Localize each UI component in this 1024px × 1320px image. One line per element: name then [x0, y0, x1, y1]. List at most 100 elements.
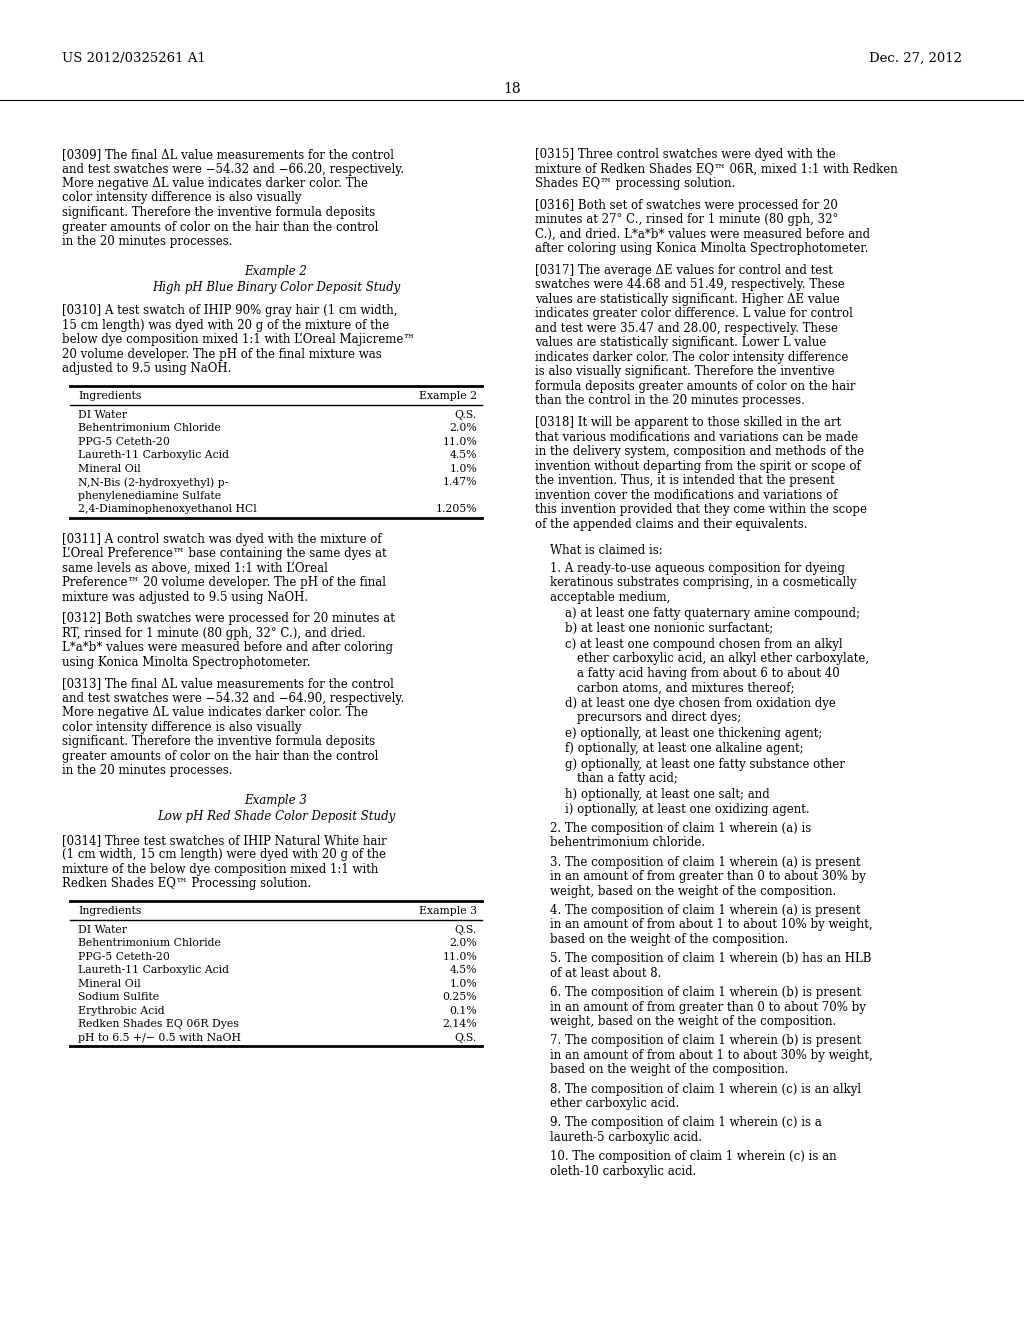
Text: PPG-5 Ceteth-20: PPG-5 Ceteth-20 — [78, 952, 170, 961]
Text: h) optionally, at least one salt; and: h) optionally, at least one salt; and — [565, 788, 770, 801]
Text: of the appended claims and their equivalents.: of the appended claims and their equival… — [535, 517, 808, 531]
Text: Q.S.: Q.S. — [455, 924, 477, 935]
Text: adjusted to 9.5 using NaOH.: adjusted to 9.5 using NaOH. — [62, 362, 231, 375]
Text: Redken Shades EQ™ Processing solution.: Redken Shades EQ™ Processing solution. — [62, 878, 311, 890]
Text: 11.0%: 11.0% — [442, 437, 477, 446]
Text: of at least about 8.: of at least about 8. — [550, 966, 662, 979]
Text: 15 cm length) was dyed with 20 g of the mixture of the: 15 cm length) was dyed with 20 g of the … — [62, 319, 389, 331]
Text: is also visually significant. Therefore the inventive: is also visually significant. Therefore … — [535, 366, 835, 379]
Text: Example 3: Example 3 — [419, 906, 477, 916]
Text: 4.5%: 4.5% — [450, 965, 477, 975]
Text: Preference™ 20 volume developer. The pH of the final: Preference™ 20 volume developer. The pH … — [62, 576, 386, 589]
Text: 3. The composition of claim 1 wherein (a) is present: 3. The composition of claim 1 wherein (a… — [550, 855, 860, 869]
Text: behentrimonium chloride.: behentrimonium chloride. — [550, 837, 706, 849]
Text: oleth-10 carboxylic acid.: oleth-10 carboxylic acid. — [550, 1164, 696, 1177]
Text: 10. The composition of claim 1 wherein (c) is an: 10. The composition of claim 1 wherein (… — [550, 1150, 837, 1163]
Text: 1.47%: 1.47% — [442, 477, 477, 487]
Text: in an amount of from greater than 0 to about 30% by: in an amount of from greater than 0 to a… — [550, 870, 866, 883]
Text: swatches were 44.68 and 51.49, respectively. These: swatches were 44.68 and 51.49, respectiv… — [535, 279, 845, 292]
Text: 1.0%: 1.0% — [450, 463, 477, 474]
Text: in an amount of from greater than 0 to about 70% by: in an amount of from greater than 0 to a… — [550, 1001, 866, 1014]
Text: precursors and direct dyes;: precursors and direct dyes; — [577, 711, 741, 725]
Text: [0313] The final ΔL value measurements for the control: [0313] The final ΔL value measurements f… — [62, 677, 394, 690]
Text: values are statistically significant. Lower L value: values are statistically significant. Lo… — [535, 337, 826, 350]
Text: 2.0%: 2.0% — [450, 424, 477, 433]
Text: Behentrimonium Chloride: Behentrimonium Chloride — [78, 939, 221, 948]
Text: [0310] A test swatch of IHIP 90% gray hair (1 cm width,: [0310] A test swatch of IHIP 90% gray ha… — [62, 305, 397, 317]
Text: 11.0%: 11.0% — [442, 952, 477, 961]
Text: DI Water: DI Water — [78, 409, 127, 420]
Text: 1.0%: 1.0% — [450, 978, 477, 989]
Text: indicates greater color difference. L value for control: indicates greater color difference. L va… — [535, 308, 853, 321]
Text: 20 volume developer. The pH of the final mixture was: 20 volume developer. The pH of the final… — [62, 347, 382, 360]
Text: g) optionally, at least one fatty substance other: g) optionally, at least one fatty substa… — [565, 758, 845, 771]
Text: in the delivery system, composition and methods of the: in the delivery system, composition and … — [535, 445, 864, 458]
Text: Redken Shades EQ 06R Dyes: Redken Shades EQ 06R Dyes — [78, 1019, 239, 1030]
Text: that various modifications and variations can be made: that various modifications and variation… — [535, 430, 858, 444]
Text: same levels as above, mixed 1:1 with L’Oreal: same levels as above, mixed 1:1 with L’O… — [62, 561, 328, 574]
Text: US 2012/0325261 A1: US 2012/0325261 A1 — [62, 51, 206, 65]
Text: than a fatty acid;: than a fatty acid; — [577, 772, 678, 785]
Text: greater amounts of color on the hair than the control: greater amounts of color on the hair tha… — [62, 750, 379, 763]
Text: ether carboxylic acid, an alkyl ether carboxylate,: ether carboxylic acid, an alkyl ether ca… — [577, 652, 869, 665]
Text: this invention provided that they come within the scope: this invention provided that they come w… — [535, 503, 867, 516]
Text: [0315] Three control swatches were dyed with the: [0315] Three control swatches were dyed … — [535, 148, 836, 161]
Text: 1. A ready-to-use aqueous composition for dyeing: 1. A ready-to-use aqueous composition fo… — [550, 561, 845, 574]
Text: N,N-Bis (2-hydroxyethyl) p-: N,N-Bis (2-hydroxyethyl) p- — [78, 477, 228, 487]
Text: based on the weight of the composition.: based on the weight of the composition. — [550, 1064, 788, 1076]
Text: Shades EQ™ processing solution.: Shades EQ™ processing solution. — [535, 177, 735, 190]
Text: d) at least one dye chosen from oxidation dye: d) at least one dye chosen from oxidatio… — [565, 697, 836, 710]
Text: ether carboxylic acid.: ether carboxylic acid. — [550, 1097, 679, 1110]
Text: Behentrimonium Chloride: Behentrimonium Chloride — [78, 424, 221, 433]
Text: More negative ΔL value indicates darker color. The: More negative ΔL value indicates darker … — [62, 177, 368, 190]
Text: 2.14%: 2.14% — [442, 1019, 477, 1030]
Text: using Konica Minolta Spectrophotometer.: using Konica Minolta Spectrophotometer. — [62, 656, 310, 669]
Text: pH to 6.5 +/− 0.5 with NaOH: pH to 6.5 +/− 0.5 with NaOH — [78, 1032, 241, 1043]
Text: [0318] It will be apparent to those skilled in the art: [0318] It will be apparent to those skil… — [535, 416, 842, 429]
Text: the invention. Thus, it is intended that the present: the invention. Thus, it is intended that… — [535, 474, 835, 487]
Text: Mineral Oil: Mineral Oil — [78, 978, 140, 989]
Text: invention cover the modifications and variations of: invention cover the modifications and va… — [535, 488, 838, 502]
Text: Low pH Red Shade Color Deposit Study: Low pH Red Shade Color Deposit Study — [157, 810, 395, 824]
Text: Q.S.: Q.S. — [455, 409, 477, 420]
Text: [0317] The average ΔE values for control and test: [0317] The average ΔE values for control… — [535, 264, 833, 277]
Text: in an amount of from about 1 to about 10% by weight,: in an amount of from about 1 to about 10… — [550, 919, 872, 932]
Text: invention without departing from the spirit or scope of: invention without departing from the spi… — [535, 459, 861, 473]
Text: Laureth-11 Carboxylic Acid: Laureth-11 Carboxylic Acid — [78, 450, 229, 461]
Text: indicates darker color. The color intensity difference: indicates darker color. The color intens… — [535, 351, 848, 364]
Text: mixture of the below dye composition mixed 1:1 with: mixture of the below dye composition mix… — [62, 863, 379, 875]
Text: mixture was adjusted to 9.5 using NaOH.: mixture was adjusted to 9.5 using NaOH. — [62, 590, 308, 603]
Text: Example 2: Example 2 — [245, 264, 307, 277]
Text: and test were 35.47 and 28.00, respectively. These: and test were 35.47 and 28.00, respectiv… — [535, 322, 838, 335]
Text: values are statistically significant. Higher ΔE value: values are statistically significant. Hi… — [535, 293, 840, 306]
Text: Laureth-11 Carboxylic Acid: Laureth-11 Carboxylic Acid — [78, 965, 229, 975]
Text: Q.S.: Q.S. — [455, 1032, 477, 1043]
Text: L*a*b* values were measured before and after coloring: L*a*b* values were measured before and a… — [62, 642, 393, 655]
Text: based on the weight of the composition.: based on the weight of the composition. — [550, 933, 788, 946]
Text: 0.25%: 0.25% — [442, 993, 477, 1002]
Text: minutes at 27° C., rinsed for 1 minute (80 gph, 32°: minutes at 27° C., rinsed for 1 minute (… — [535, 214, 839, 226]
Text: What is claimed is:: What is claimed is: — [550, 544, 663, 557]
Text: 4. The composition of claim 1 wherein (a) is present: 4. The composition of claim 1 wherein (a… — [550, 904, 860, 917]
Text: 2. The composition of claim 1 wherein (a) is: 2. The composition of claim 1 wherein (a… — [550, 822, 811, 834]
Text: (1 cm width, 15 cm length) were dyed with 20 g of the: (1 cm width, 15 cm length) were dyed wit… — [62, 849, 386, 861]
Text: Example 3: Example 3 — [245, 793, 307, 807]
Text: 0.1%: 0.1% — [450, 1006, 477, 1015]
Text: than the control in the 20 minutes processes.: than the control in the 20 minutes proce… — [535, 395, 805, 408]
Text: 18: 18 — [503, 82, 521, 96]
Text: significant. Therefore the inventive formula deposits: significant. Therefore the inventive for… — [62, 735, 375, 748]
Text: a fatty acid having from about 6 to about 40: a fatty acid having from about 6 to abou… — [577, 667, 840, 680]
Text: [0314] Three test swatches of IHIP Natural White hair: [0314] Three test swatches of IHIP Natur… — [62, 834, 387, 846]
Text: High pH Blue Binary Color Deposit Study: High pH Blue Binary Color Deposit Study — [152, 281, 400, 294]
Text: 6. The composition of claim 1 wherein (b) is present: 6. The composition of claim 1 wherein (b… — [550, 986, 861, 999]
Text: after coloring using Konica Minolta Spectrophotometer.: after coloring using Konica Minolta Spec… — [535, 242, 868, 255]
Text: Dec. 27, 2012: Dec. 27, 2012 — [869, 51, 962, 65]
Text: weight, based on the weight of the composition.: weight, based on the weight of the compo… — [550, 1015, 837, 1028]
Text: keratinous substrates comprising, in a cosmetically: keratinous substrates comprising, in a c… — [550, 576, 857, 589]
Text: L’Oreal Preference™ base containing the same dyes at: L’Oreal Preference™ base containing the … — [62, 546, 387, 560]
Text: 5. The composition of claim 1 wherein (b) has an HLB: 5. The composition of claim 1 wherein (b… — [550, 952, 871, 965]
Text: in the 20 minutes processes.: in the 20 minutes processes. — [62, 235, 232, 248]
Text: e) optionally, at least one thickening agent;: e) optionally, at least one thickening a… — [565, 727, 822, 741]
Text: 4.5%: 4.5% — [450, 450, 477, 461]
Text: significant. Therefore the inventive formula deposits: significant. Therefore the inventive for… — [62, 206, 375, 219]
